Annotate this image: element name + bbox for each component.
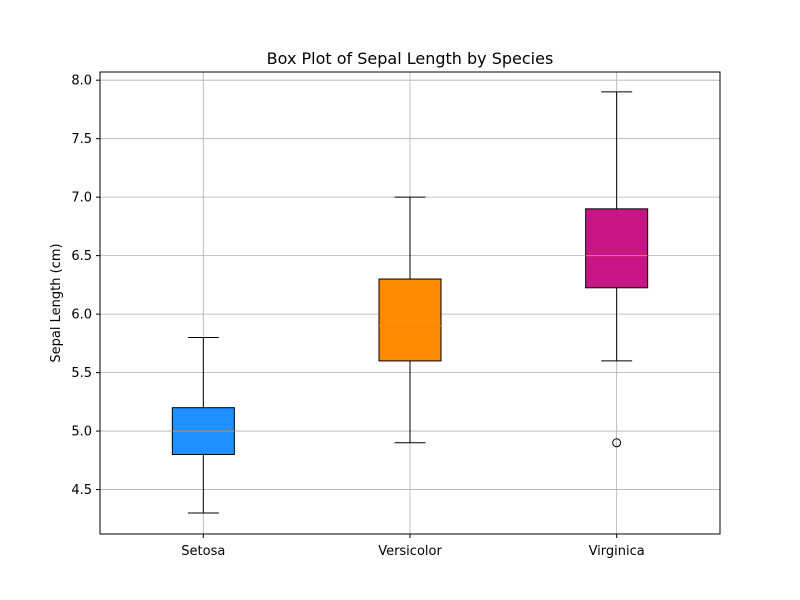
y-tick-label: 5.5: [71, 366, 92, 381]
outlier-point: [612, 438, 622, 448]
y-tick-label: 6.0: [71, 308, 92, 323]
chart-title: Box Plot of Sepal Length by Species: [267, 49, 554, 68]
box-versicolor: [378, 196, 442, 444]
box-virginica: [585, 91, 649, 448]
x-tick-label: Setosa: [181, 544, 225, 559]
x-tick-label: Virginica: [589, 544, 645, 559]
y-tick-label: 5.0: [71, 425, 92, 440]
box-series: [171, 91, 649, 514]
y-tick-label: 4.5: [71, 483, 92, 498]
x-tick-label: Versicolor: [378, 544, 442, 559]
y-axis-label: Sepal Length (cm): [49, 243, 64, 362]
box-setosa: [171, 337, 235, 514]
box-iqr: [585, 208, 649, 289]
y-tick-label: 7.5: [71, 132, 92, 147]
box-iqr: [378, 278, 442, 362]
y-tick-label: 7.0: [71, 191, 92, 206]
y-axis: 4.5 5.0 5.5 6.0 6.5 7.0 7.5 8.0: [71, 74, 100, 498]
x-axis: Setosa Versicolor Virginica: [181, 534, 645, 559]
y-tick-label: 6.5: [71, 249, 92, 264]
y-tick-label: 8.0: [71, 74, 92, 89]
